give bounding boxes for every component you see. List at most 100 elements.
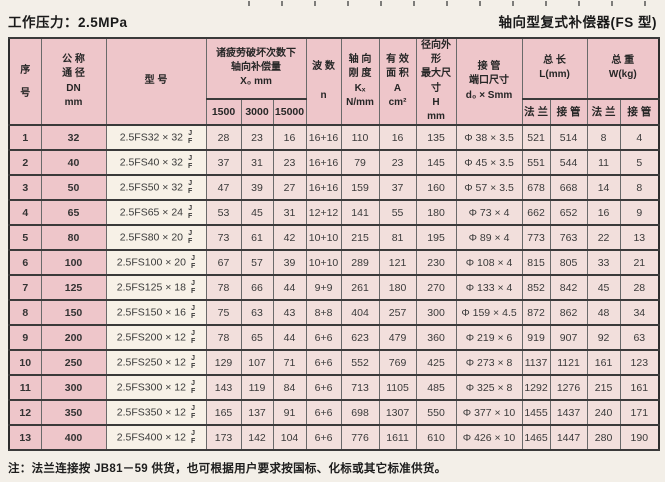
cell-l_pipe: 805 xyxy=(549,249,588,277)
model-code: 2.5FS200 × 12 xyxy=(116,331,186,344)
table-row: 12 350 2.5FS350 × 12 J F 165 137 91 6+6 698 1307 55… xyxy=(8,399,660,427)
cell-d0: Φ 325 × 8 xyxy=(455,374,523,402)
cell-x1500: 73 xyxy=(205,224,242,252)
cell-d0: Φ 219 × 6 xyxy=(455,324,523,352)
cell-k: 776 xyxy=(340,424,380,452)
cell-h: 610 xyxy=(415,424,457,452)
footnote: 注：法兰连接按 JB81－59 供货，也可根据用户要求按国标、化标或其它标准供货… xyxy=(8,463,447,476)
scan-edge-ticks xyxy=(248,1,653,6)
cell-x1500: 28 xyxy=(205,124,242,152)
cell-w_pipe: 34 xyxy=(619,299,660,327)
header-seq: 序 号 xyxy=(8,36,42,127)
header-model: 型 号 xyxy=(105,36,207,127)
spec-table: 序 号 公 称 通 径 DN mm 型 号 诸疲劳破坏次数下 轴向补偿量 X₀ … xyxy=(8,36,661,452)
cell-w_pipe: 161 xyxy=(619,374,660,402)
cell-h: 145 xyxy=(415,149,457,177)
product-type-title: 轴向型复式补偿器(FS 型) xyxy=(498,15,657,30)
cell-l_pipe: 907 xyxy=(549,324,588,352)
variant-j: J xyxy=(188,205,193,213)
variant-j: J xyxy=(188,130,193,138)
cell-h: 550 xyxy=(415,399,457,427)
cell-a: 1307 xyxy=(378,399,417,427)
cell-dn: 200 xyxy=(40,324,107,352)
cell-h: 485 xyxy=(415,374,457,402)
cell-d0: Φ 377 × 10 xyxy=(455,399,523,427)
cell-x1500: 129 xyxy=(205,349,242,377)
cell-model: 2.5FS125 × 18 J F xyxy=(105,274,207,302)
cell-d0: Φ 273 × 8 xyxy=(455,349,523,377)
cell-l_flange: 551 xyxy=(521,149,551,177)
cell-h: 360 xyxy=(415,324,457,352)
cell-n: 8+8 xyxy=(305,299,342,327)
cell-l_flange: 1292 xyxy=(521,374,551,402)
cell-x15000: 27 xyxy=(272,174,307,202)
cell-l_flange: 662 xyxy=(521,199,551,227)
cell-model: 2.5FS300 × 12 J F xyxy=(105,374,207,402)
cell-w_pipe: 190 xyxy=(619,424,660,452)
variant-f: F xyxy=(190,312,196,320)
cell-model: 2.5FS40 × 32 J F xyxy=(105,149,207,177)
cell-seq: 12 xyxy=(8,399,42,427)
cell-w_flange: 240 xyxy=(586,399,621,427)
cell-x3000: 39 xyxy=(240,174,274,202)
cell-d0: Φ 133 × 4 xyxy=(455,274,523,302)
cell-x3000: 142 xyxy=(240,424,274,452)
cell-x3000: 107 xyxy=(240,349,274,377)
cell-seq: 10 xyxy=(8,349,42,377)
cell-l_flange: 1465 xyxy=(521,424,551,452)
cell-l_pipe: 1121 xyxy=(549,349,588,377)
cell-x1500: 173 xyxy=(205,424,242,452)
cell-x1500: 78 xyxy=(205,274,242,302)
cell-l_flange: 852 xyxy=(521,274,551,302)
variant-j: J xyxy=(191,280,196,288)
table-row: 3 50 2.5FS50 × 32 J F 47 39 27 16+16 159 37 160 Φ 57… xyxy=(8,174,660,202)
cell-l_flange: 815 xyxy=(521,249,551,277)
cell-l_flange: 1455 xyxy=(521,399,551,427)
table-row: 13 400 2.5FS400 × 12 J F 173 142 104 6+6 776 1611 6… xyxy=(8,424,660,452)
cell-l_pipe: 763 xyxy=(549,224,588,252)
cell-model: 2.5FS80 × 20 J F xyxy=(105,224,207,252)
cell-n: 6+6 xyxy=(305,374,342,402)
cell-dn: 32 xyxy=(40,124,107,152)
cell-w_flange: 45 xyxy=(586,274,621,302)
cell-a: 37 xyxy=(378,174,417,202)
cell-model: 2.5FS65 × 24 J F xyxy=(105,199,207,227)
cell-dn: 50 xyxy=(40,174,107,202)
cell-d0: Φ 426 × 10 xyxy=(455,424,523,452)
cell-seq: 6 xyxy=(8,249,42,277)
cell-dn: 150 xyxy=(40,299,107,327)
cell-l_pipe: 544 xyxy=(549,149,588,177)
cell-d0: Φ 159 × 4.5 xyxy=(455,299,523,327)
header-axial-stiffness: 轴 向 刚 度 Kₓ N/mm xyxy=(340,36,380,127)
variant-f: F xyxy=(188,162,193,170)
cell-n: 16+16 xyxy=(305,174,342,202)
table-row: 8 150 2.5FS150 × 16 J F 75 63 43 8+8 404 257 300 Φ 1… xyxy=(8,299,660,327)
cell-h: 425 xyxy=(415,349,457,377)
cell-x3000: 23 xyxy=(240,124,274,152)
cell-seq: 1 xyxy=(8,124,42,152)
model-code: 2.5FS150 × 16 xyxy=(116,306,186,319)
cell-x15000: 44 xyxy=(272,274,307,302)
cell-a: 81 xyxy=(378,224,417,252)
cell-x3000: 61 xyxy=(240,224,274,252)
cell-a: 16 xyxy=(378,124,417,152)
cell-w_flange: 161 xyxy=(586,349,621,377)
cell-n: 6+6 xyxy=(305,324,342,352)
spec-table-header: 序 号 公 称 通 径 DN mm 型 号 诸疲劳破坏次数下 轴向补偿量 X₀ … xyxy=(8,36,660,127)
cell-a: 23 xyxy=(378,149,417,177)
cell-x3000: 137 xyxy=(240,399,274,427)
cell-n: 9+9 xyxy=(305,274,342,302)
cell-w_pipe: 28 xyxy=(619,274,660,302)
cell-a: 55 xyxy=(378,199,417,227)
cell-seq: 4 xyxy=(8,199,42,227)
cell-x3000: 57 xyxy=(240,249,274,277)
cell-dn: 300 xyxy=(40,374,107,402)
cell-k: 79 xyxy=(340,149,380,177)
cell-seq: 13 xyxy=(8,424,42,452)
cell-k: 215 xyxy=(340,224,380,252)
header-weight-pipe: 接 管 xyxy=(619,97,660,127)
header-x0-group: 诸疲劳破坏次数下 轴向补偿量 X₀ mm xyxy=(205,37,307,100)
cell-l_flange: 872 xyxy=(521,299,551,327)
